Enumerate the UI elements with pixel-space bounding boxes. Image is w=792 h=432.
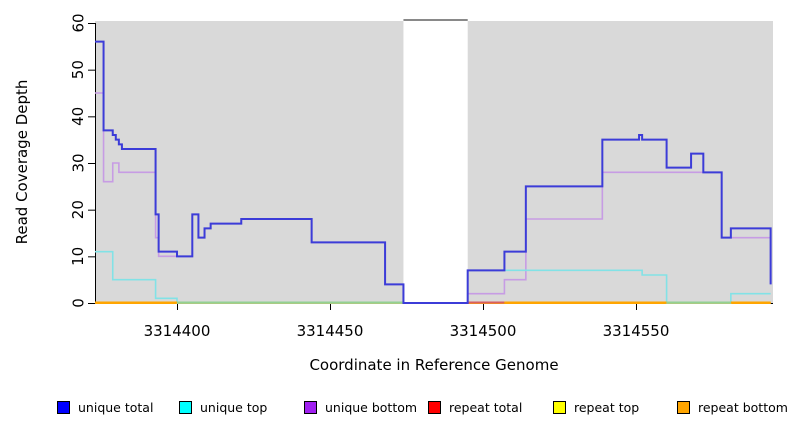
- legend-label: unique bottom: [325, 400, 418, 415]
- legend-swatch-icon: [57, 401, 70, 414]
- x-axis-title: Coordinate in Reference Genome: [309, 356, 559, 374]
- legend-item-repeat-bottom: repeat bottom: [677, 400, 788, 415]
- y-tick-label: 20: [69, 200, 87, 219]
- legend-swatch-icon: [553, 401, 566, 414]
- y-tick-label: 40: [69, 107, 87, 126]
- legend-swatch-icon: [179, 401, 192, 414]
- x-tick-label: 3314400: [144, 322, 211, 340]
- legend-label: repeat top: [574, 400, 640, 415]
- y-tick-label: 10: [69, 247, 87, 266]
- legend-item-unique-bottom: unique bottom: [304, 400, 417, 415]
- coverage-gap-band: [403, 21, 468, 303]
- legend-label: unique top: [200, 400, 268, 415]
- y-tick-label: 60: [69, 13, 87, 32]
- y-tick-label: 0: [69, 298, 87, 308]
- legend-swatch-icon: [428, 401, 441, 414]
- x-tick-label: 3314500: [450, 322, 517, 340]
- legend-item-unique-top: unique top: [179, 400, 267, 415]
- y-tick-label: 50: [69, 60, 87, 79]
- legend-item-unique-total: unique total: [57, 400, 153, 415]
- legend-item-repeat-total: repeat total: [428, 400, 522, 415]
- legend-swatch-icon: [677, 401, 690, 414]
- legend-swatch-icon: [304, 401, 317, 414]
- legend-label: repeat total: [449, 400, 523, 415]
- legend-label: repeat bottom: [698, 400, 788, 415]
- legend-item-repeat-top: repeat top: [553, 400, 639, 415]
- legend-label: unique total: [78, 400, 154, 415]
- y-tick-label: 30: [69, 153, 87, 172]
- coverage-plot: 0 10 20 30 40 50 60 3314400 3314450 3314500 331455…: [69, 13, 773, 340]
- x-tick-label: 3314550: [603, 322, 670, 340]
- series-line-unique-total: [95, 40, 772, 304]
- x-tick-label: 3314450: [297, 322, 364, 340]
- y-axis-title: Read Coverage Depth: [13, 79, 31, 245]
